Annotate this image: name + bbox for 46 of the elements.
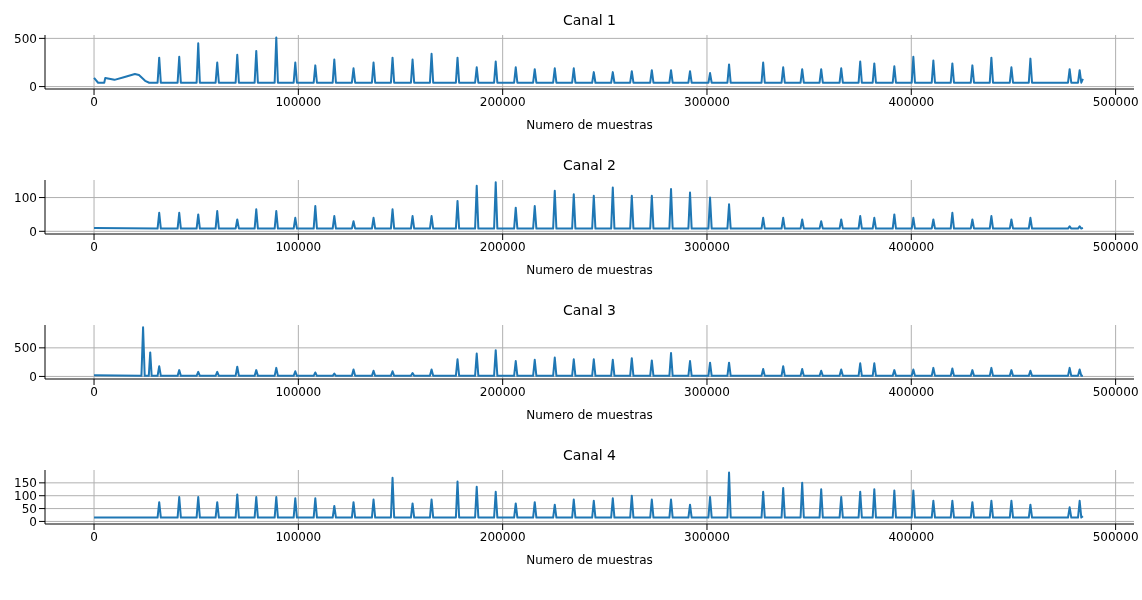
x-tick-label: 200000	[479, 529, 526, 544]
chart-title: Canal 1	[561, 12, 618, 28]
x-axis-title: Numero de muestras	[526, 263, 653, 277]
y-tick-label: 500	[14, 341, 37, 356]
x-axis-title: Numero de muestras	[526, 118, 653, 132]
chart-title: Canal 3	[561, 302, 618, 318]
x-tick-label: 500000	[1092, 384, 1139, 399]
line-series	[93, 471, 1084, 519]
x-tick-label: 200000	[479, 239, 526, 254]
line-series	[93, 181, 1084, 230]
x-tick-label: 400000	[888, 94, 935, 109]
line-series	[93, 36, 1084, 84]
y-tick-label: 100	[14, 488, 37, 503]
x-tick-label: 500000	[1092, 529, 1139, 544]
y-tick-label: 50	[21, 501, 37, 516]
chart-title: Canal 2	[561, 157, 618, 173]
y-tick-label: 500	[14, 31, 37, 46]
x-axis-title: Numero de muestras	[526, 553, 653, 567]
x-tick-label: 100000	[275, 529, 322, 544]
y-tick-label: 100	[14, 190, 37, 205]
x-tick-label: 0	[90, 529, 98, 544]
line-series	[93, 326, 1084, 377]
x-tick-label: 100000	[275, 239, 322, 254]
x-axis-title: Numero de muestras	[526, 408, 653, 422]
y-tick-label: 0	[29, 224, 37, 239]
x-tick-label: 100000	[275, 384, 322, 399]
x-tick-label: 400000	[888, 384, 935, 399]
x-tick-label: 300000	[684, 239, 730, 254]
y-tick-label: 0	[29, 369, 37, 384]
x-tick-label: 0	[90, 239, 98, 254]
x-tick-label: 400000	[888, 239, 935, 254]
chart-title: Canal 4	[561, 447, 618, 463]
y-tick-label: 0	[29, 79, 37, 94]
x-tick-label: 400000	[888, 529, 935, 544]
y-tick-label: 0	[29, 514, 37, 529]
x-tick-label: 300000	[684, 529, 730, 544]
x-tick-label: 0	[90, 384, 98, 399]
y-tick-label: 150	[14, 476, 37, 491]
x-tick-label: 200000	[479, 94, 526, 109]
x-tick-label: 200000	[479, 384, 526, 399]
x-tick-label: 0	[90, 94, 98, 109]
x-tick-label: 300000	[684, 94, 730, 109]
x-tick-label: 500000	[1092, 94, 1139, 109]
x-tick-label: 300000	[684, 384, 730, 399]
x-tick-label: 500000	[1092, 239, 1139, 254]
x-tick-label: 100000	[275, 94, 322, 109]
